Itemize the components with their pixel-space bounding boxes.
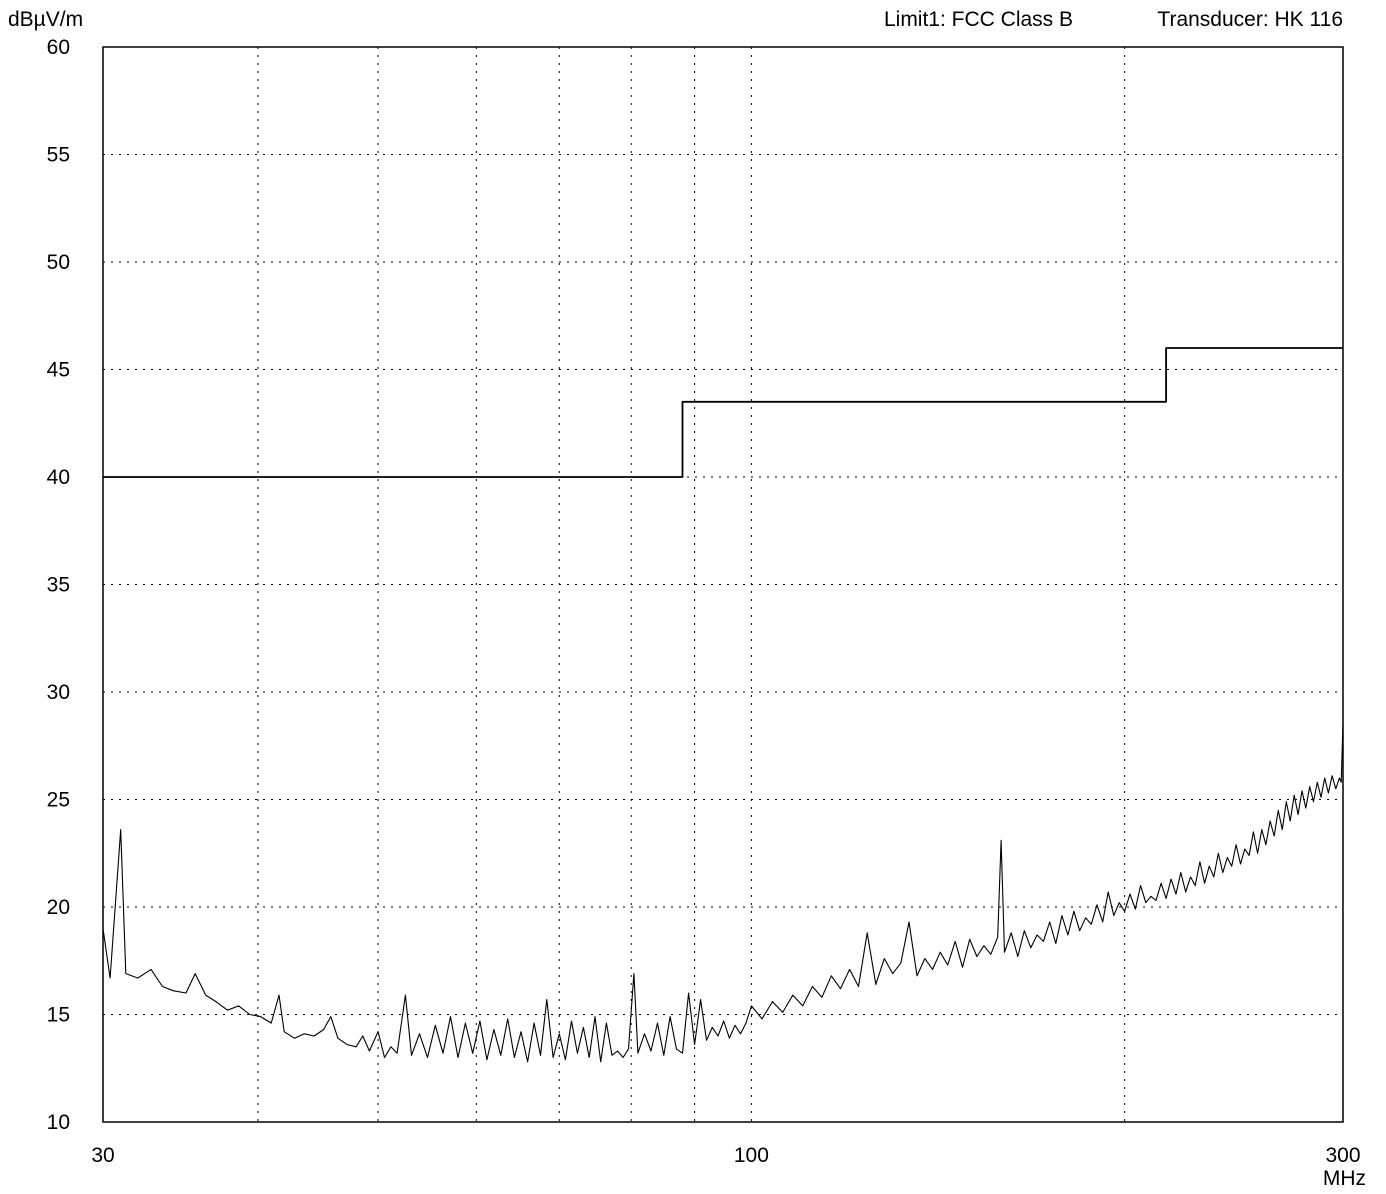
y-tick-label: 50 (47, 251, 70, 274)
y-tick-label: 15 (47, 1004, 70, 1027)
y-tick-label: 30 (47, 681, 70, 704)
transducer-label: Transducer: HK 116 (1157, 8, 1343, 31)
y-axis-unit-label: dBµV/m (8, 8, 83, 31)
y-tick-label: 20 (47, 896, 70, 919)
plot-frame (102, 46, 1344, 1123)
y-tick-label: 25 (47, 789, 70, 812)
limit-line (103, 347, 1343, 478)
x-tick-label: 300 (1325, 1144, 1360, 1167)
y-tick-label: 10 (47, 1111, 70, 1134)
y-tick-label: 45 (47, 359, 70, 382)
grid-lines (103, 47, 1343, 1122)
measurement-line (102, 722, 1344, 1063)
y-tick-labels: 60 55 50 45 40 35 30 25 20 15 10 (47, 36, 70, 1134)
x-tick-label: 30 (91, 1144, 114, 1167)
x-tick-label: 100 (734, 1144, 769, 1167)
x-tick-labels: 30 100 300 (91, 1144, 1360, 1167)
data-series (102, 347, 1344, 1063)
y-tick-label: 40 (47, 466, 70, 489)
y-tick-label: 60 (47, 36, 70, 59)
y-tick-label: 35 (47, 574, 70, 597)
y-tick-label: 55 (47, 144, 70, 167)
x-axis-unit-label: MHz (1323, 1167, 1366, 1190)
limit-legend-label: Limit1: FCC Class B (884, 8, 1073, 31)
